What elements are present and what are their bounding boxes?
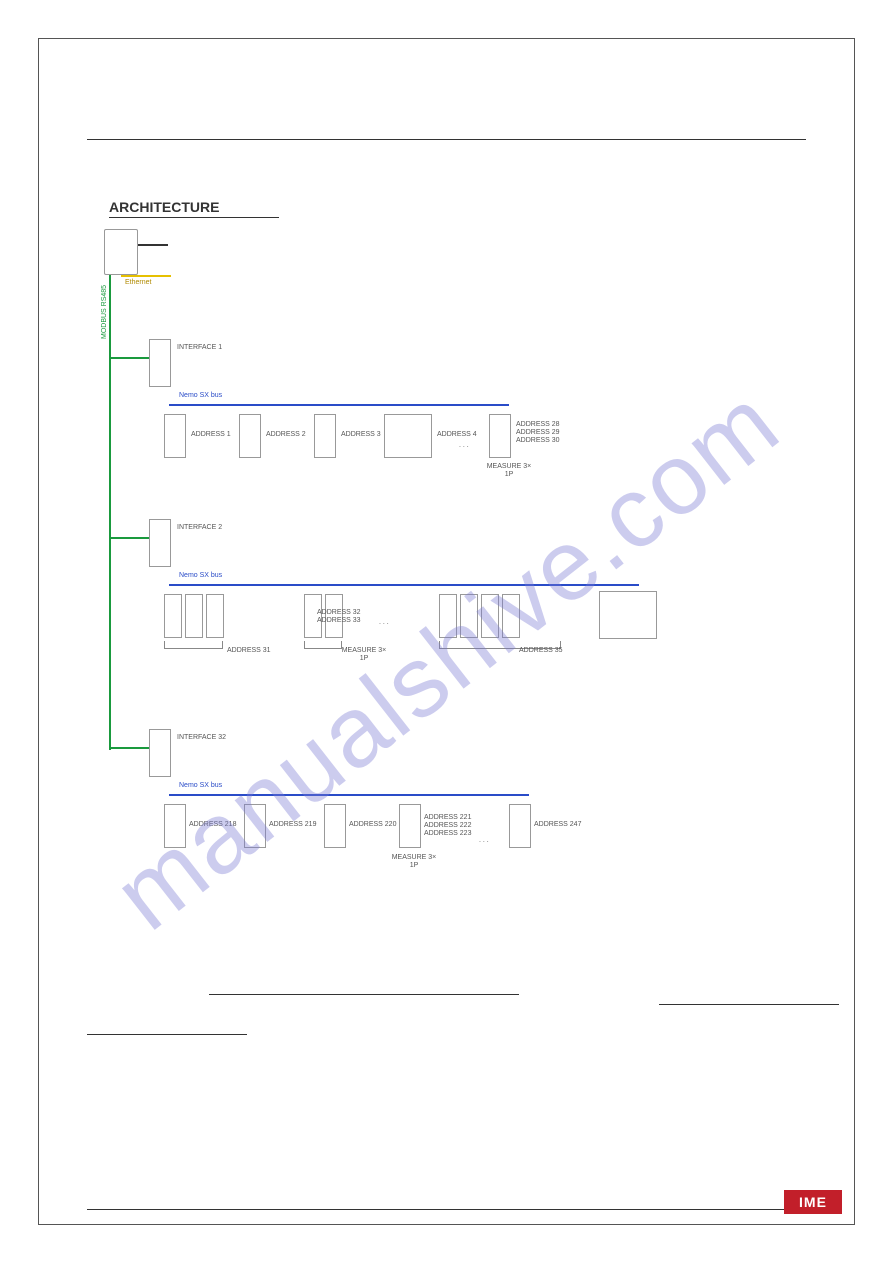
brand-logo: IME [784, 1190, 842, 1214]
row2-measure: MEASURE 3× 1P [339, 647, 389, 664]
row3-d1 [164, 804, 186, 848]
interface-2-label: INTERFACE 2 [177, 524, 222, 532]
row1-tap [109, 357, 149, 359]
row1-dev3-addr: ADDRESS 3 [341, 431, 381, 439]
interface-2-device [149, 519, 171, 567]
top-rule [87, 139, 806, 140]
footer-rule [87, 1209, 806, 1210]
interface-1-label: INTERFACE 1 [177, 344, 222, 352]
row3-d5 [509, 804, 531, 848]
row2-g1c [206, 594, 224, 638]
ethernet-wire [121, 275, 171, 277]
interface-32-label: INTERFACE 32 [177, 734, 226, 742]
section-heading: ARCHITECTURE [109, 199, 219, 215]
row2-g3a [439, 594, 457, 638]
ethernet-label: Ethernet [125, 279, 151, 286]
row2-g1a [164, 594, 182, 638]
row3-d4-c: ADDRESS 223 [424, 830, 471, 838]
row3-d1-addr: ADDRESS 218 [189, 821, 236, 829]
interface-1-device [149, 339, 171, 387]
row2-tap [109, 537, 149, 539]
row3-measure: MEASURE 3× 1P [389, 854, 439, 871]
rs485-vertical [109, 275, 111, 750]
row2-g1b [185, 594, 203, 638]
row1-ellipsis: . . . [459, 442, 469, 450]
row3-d5-addr: ADDRESS 247 [534, 821, 581, 829]
row1-dev1 [164, 414, 186, 458]
row2-ellipsis: . . . [379, 619, 389, 627]
row3-bus [169, 794, 529, 796]
row2-g3-addr: ADDRESS 35 [519, 647, 563, 655]
row1-bus-label: Nemo SX bus [179, 392, 222, 399]
row3-tap [109, 747, 149, 749]
row1-dev1-addr: ADDRESS 1 [191, 431, 231, 439]
row2-brace1 [164, 641, 223, 649]
row3-d4 [399, 804, 421, 848]
watermark-text: manualshive.com [93, 365, 801, 953]
row2-g3d [502, 594, 520, 638]
gateway-lead [138, 244, 168, 246]
row2-g2-a2: ADDRESS 33 [317, 617, 361, 625]
row2-g1-addr: ADDRESS 31 [227, 647, 271, 655]
row2-bus-label: Nemo SX bus [179, 572, 222, 579]
row1-dev2-addr: ADDRESS 2 [266, 431, 306, 439]
row1-dev3 [314, 414, 336, 458]
row3-bus-label: Nemo SX bus [179, 782, 222, 789]
row1-dev5 [489, 414, 511, 458]
row2-bus [169, 584, 639, 586]
bottom-rule-1 [209, 994, 519, 995]
bottom-rule-2 [659, 1004, 839, 1005]
row2-g3b [460, 594, 478, 638]
row3-ellipsis: . . . [479, 837, 489, 845]
row1-dev4-addr: ADDRESS 4 [437, 431, 477, 439]
row1-bus [169, 404, 509, 406]
row1-dev2 [239, 414, 261, 458]
row2-big [599, 591, 657, 639]
rs485-label: MODBUS RS485 [101, 285, 108, 339]
interface-32-device [149, 729, 171, 777]
row3-d3 [324, 804, 346, 848]
row3-d2-addr: ADDRESS 219 [269, 821, 316, 829]
row2-g3c [481, 594, 499, 638]
heading-underline [109, 217, 279, 218]
row3-d3-addr: ADDRESS 220 [349, 821, 396, 829]
heading-text: ARCHITECTURE [109, 199, 219, 215]
row2-brace2 [304, 641, 342, 649]
row1-measure: MEASURE 3× 1P [484, 463, 534, 480]
row3-d2 [244, 804, 266, 848]
gateway-device [104, 229, 138, 275]
row1-dev5-c: ADDRESS 30 [516, 437, 560, 445]
page-frame: ARCHITECTURE Ethernet MODBUS RS485 INTER… [38, 38, 855, 1225]
bottom-rule-3 [87, 1034, 247, 1035]
row1-dev4 [384, 414, 432, 458]
